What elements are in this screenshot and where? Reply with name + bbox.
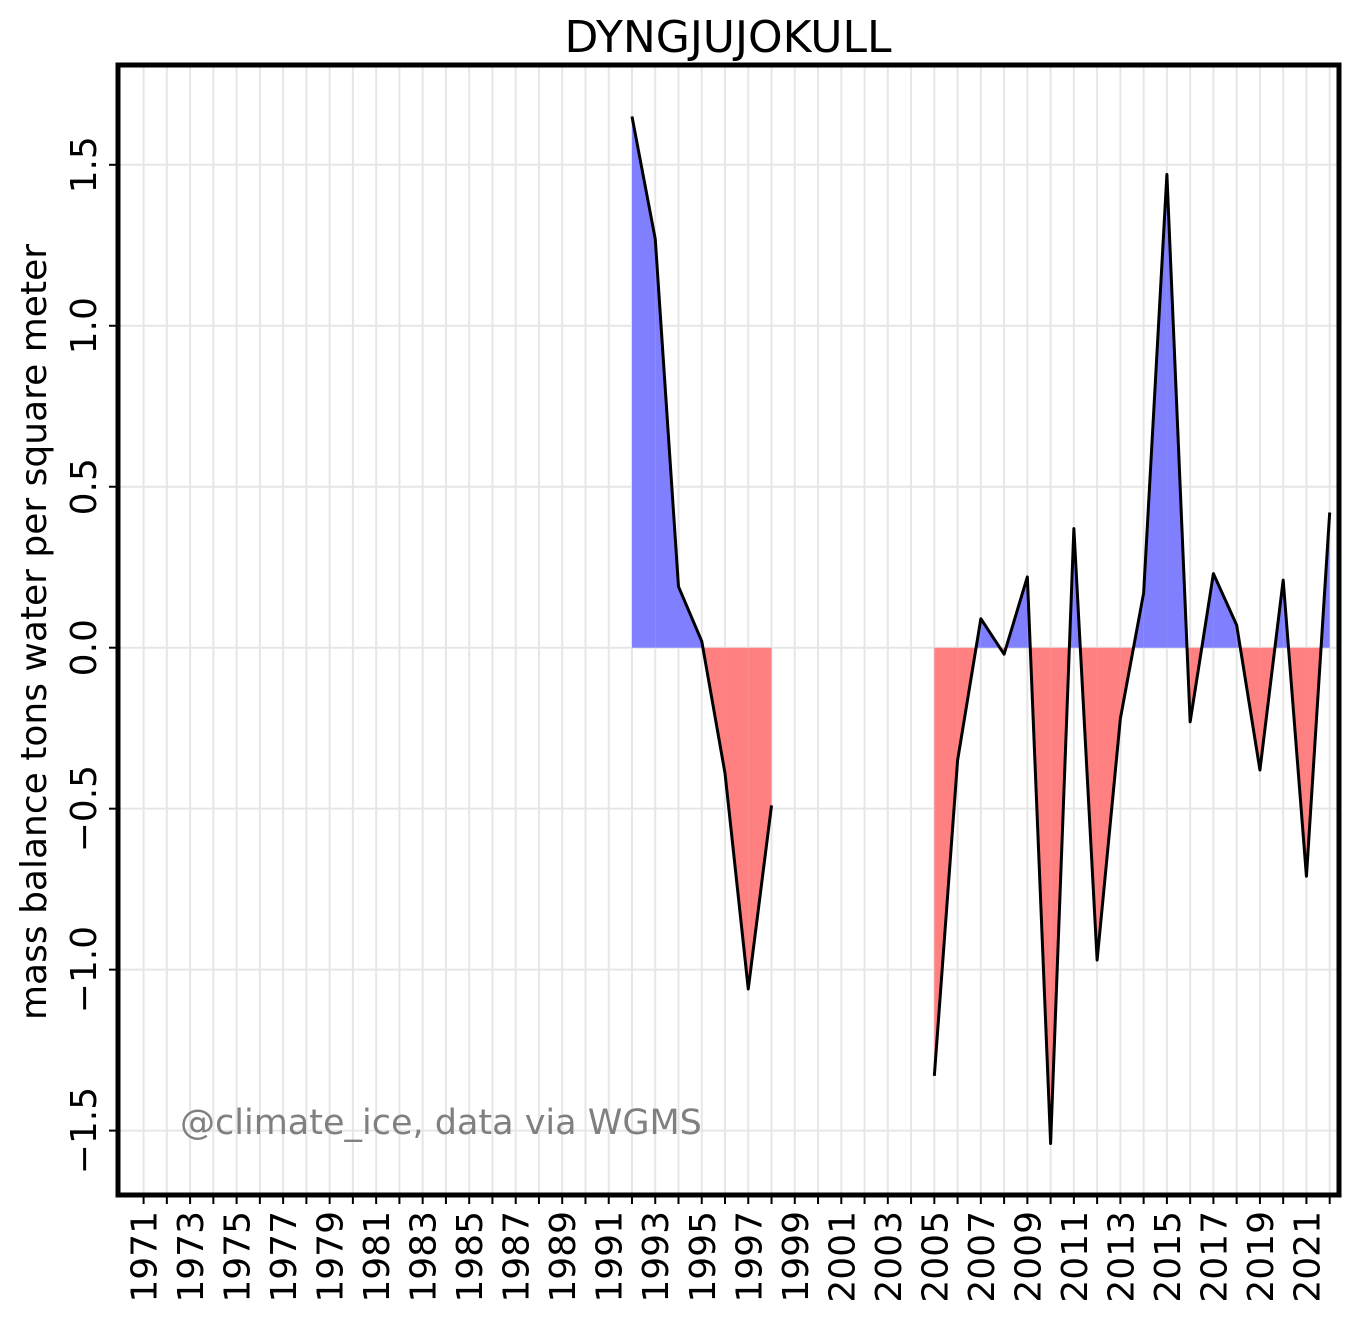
y-tick-label: 1.0	[64, 297, 105, 354]
chart-title: DYNGJUJOKULL	[564, 12, 892, 63]
x-tick-label: 1987	[497, 1211, 538, 1303]
x-tick-label: 1975	[218, 1211, 259, 1303]
x-tick-label: 1985	[450, 1211, 491, 1303]
balance-line	[932, 172, 1332, 1145]
y-tick-label: −0.5	[64, 765, 105, 852]
plot-frame	[115, 62, 1342, 1198]
x-tick-label: 1983	[404, 1211, 445, 1303]
x-tick-label: 2011	[1055, 1211, 1096, 1303]
x-tick-label: 1977	[264, 1211, 305, 1303]
credit-annotation: @climate_ice, data via WGMS	[180, 1103, 702, 1143]
x-tick-label: 2013	[1101, 1211, 1142, 1303]
x-tick-label: 2005	[915, 1211, 956, 1303]
x-tick-label: 2019	[1241, 1211, 1282, 1303]
x-tick-label: 2021	[1287, 1211, 1328, 1303]
x-tick-label: 1971	[125, 1211, 166, 1303]
y-tick-label: 1.5	[64, 136, 105, 193]
x-tick-label: 2017	[1194, 1211, 1235, 1303]
y-axis-ticks: −1.5 −1.0 −0.5 0.0 0.5 1.0 1.5	[64, 136, 118, 1174]
negative-balance-fill	[748, 647, 772, 989]
x-tick-label: 1995	[683, 1211, 724, 1303]
x-tick-label: 1973	[171, 1211, 212, 1303]
negative-balance-fill	[934, 647, 958, 1076]
y-tick-label: −1.0	[64, 926, 105, 1013]
x-tick-label: 1979	[311, 1211, 352, 1303]
y-tick-label: −1.5	[64, 1087, 105, 1174]
x-tick-label: 2007	[962, 1211, 1003, 1303]
negative-balance-fill	[725, 647, 749, 989]
y-tick-label: 0.0	[64, 619, 105, 676]
x-tick-label: 1993	[636, 1211, 677, 1303]
x-tick-label: 1981	[357, 1211, 398, 1303]
grid-lines	[118, 65, 1339, 1195]
x-tick-label: 2003	[869, 1211, 910, 1303]
y-tick-label: 0.5	[64, 458, 105, 515]
negative-balance-fill	[1097, 647, 1121, 960]
x-tick-label: 2001	[822, 1211, 863, 1303]
x-axis-ticks: 1971 1973 1975 1977 1979 1981 1983 1985 1987 1989…	[125, 1195, 1331, 1303]
x-tick-label: 2009	[1008, 1211, 1049, 1303]
x-tick-label: 1999	[776, 1211, 817, 1303]
positive-balance-fill	[1213, 573, 1237, 648]
y-axis-label: mass balance tons water per square meter	[14, 244, 55, 1020]
x-tick-label: 1989	[543, 1211, 584, 1303]
x-tick-label: 1991	[590, 1211, 631, 1303]
x-tick-label: 2015	[1148, 1211, 1189, 1303]
balance-line	[630, 116, 774, 991]
positive-balance-fill	[631, 116, 656, 648]
x-tick-label: 1997	[729, 1211, 770, 1303]
balance-lines	[630, 116, 1332, 1145]
